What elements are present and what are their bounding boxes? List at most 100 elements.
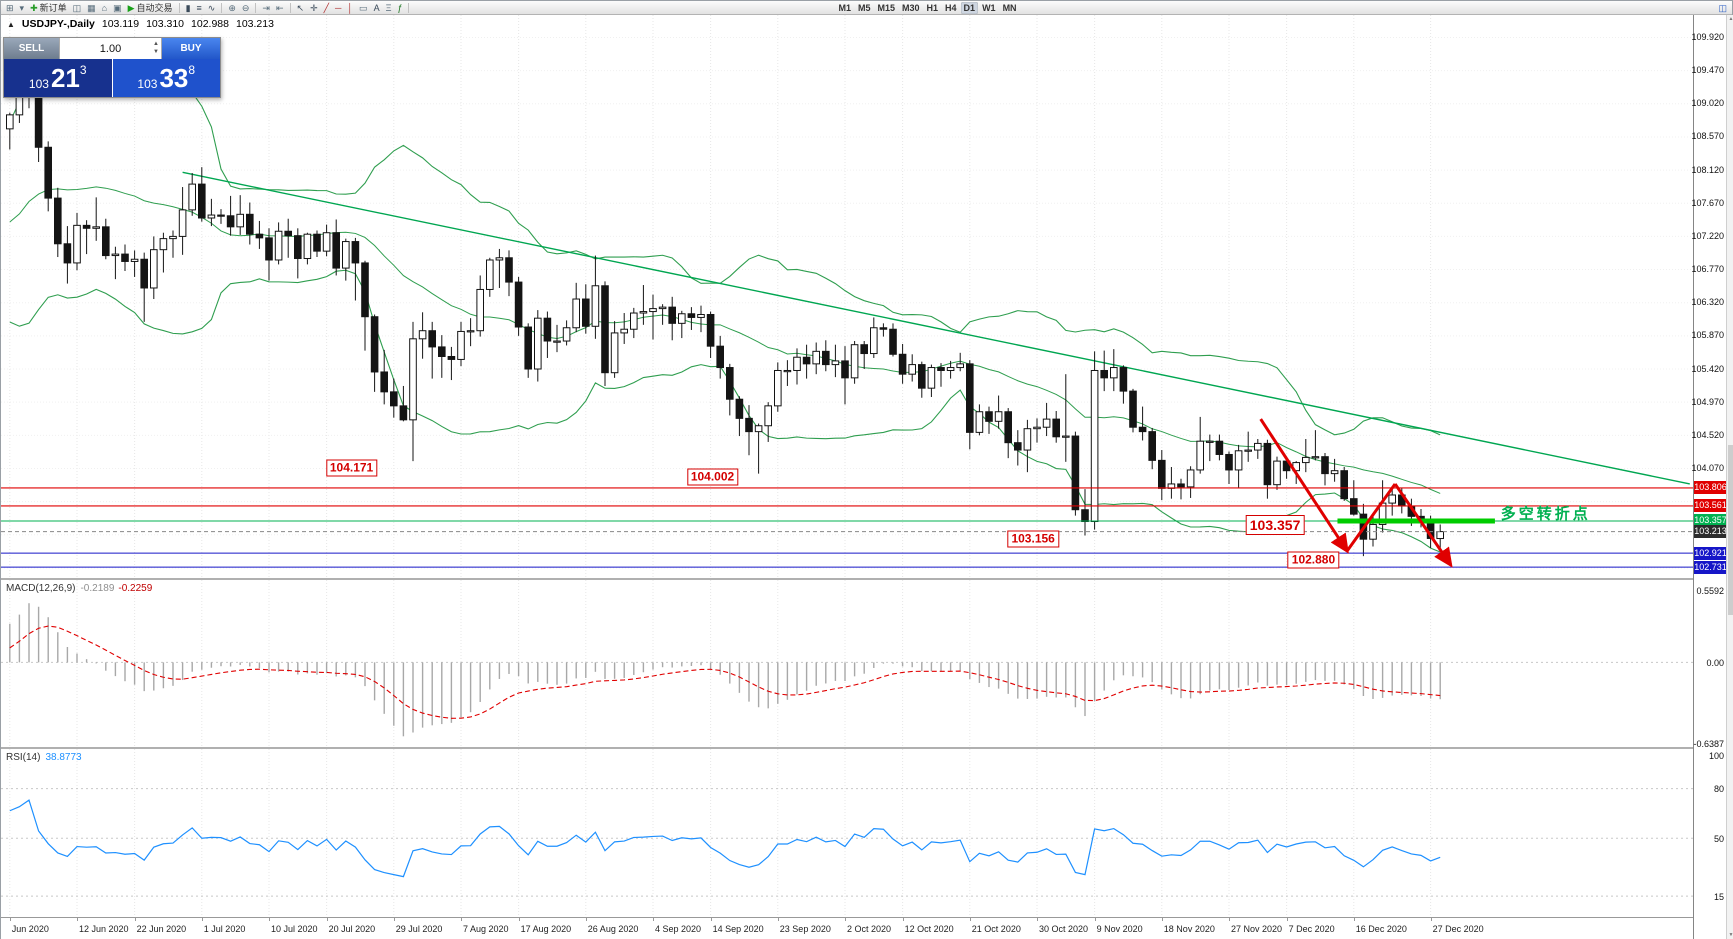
candle-body — [783, 369, 792, 373]
candle-body — [678, 313, 686, 324]
chart-shift-icon: ⇤ — [275, 2, 284, 13]
macd-header: MACD(12,26,9) -0.2189 -0.2259 — [6, 583, 152, 594]
candle-body — [1081, 509, 1089, 523]
autotrading-button[interactable]: ▶ 自动交易 — [126, 2, 175, 14]
timeframe-button-MN[interactable]: MN — [1002, 2, 1017, 13]
zoom-in-icon: ⊕ — [228, 2, 236, 13]
candle-body — [956, 363, 965, 369]
panel-separator[interactable] — [1, 578, 1726, 580]
zoom-out-icon: ⊖ — [241, 2, 250, 13]
candlestick-mode-icon[interactable]: ▮ — [184, 2, 193, 14]
zoom-out-icon[interactable]: ⊖ — [240, 2, 252, 14]
macd-value-main: -0.2189 — [80, 583, 115, 594]
auto-scroll-icon[interactable]: ⇥ — [260, 2, 272, 14]
trendline-tool-icon[interactable]: ╱ — [322, 2, 331, 14]
volume-input[interactable]: 1.00 ▲ ▼ — [59, 38, 162, 59]
candle-body — [390, 391, 398, 407]
terminal-icon[interactable]: ▣ — [111, 2, 124, 14]
timeframe-button-W1[interactable]: W1 — [982, 2, 996, 13]
timeframe-button-M1[interactable]: M1 — [838, 2, 851, 13]
candle-body — [1042, 418, 1051, 428]
data-window-icon: ▦ — [87, 2, 96, 13]
volume-stepper[interactable]: ▲ ▼ — [153, 40, 159, 56]
crosshair-icon[interactable]: ✛ — [308, 2, 320, 14]
vline-tool-icon[interactable]: │ — [345, 2, 355, 14]
scrollbar-up-icon[interactable]: ▲ — [1728, 16, 1733, 22]
stepper-up-icon[interactable]: ▲ — [153, 41, 159, 47]
vertical-scrollbar[interactable]: ▲ ▼ — [1726, 15, 1733, 939]
candle-body — [860, 344, 869, 355]
fibonacci-tool-icon[interactable]: Ξ — [384, 2, 394, 14]
navigator-icon: ⌂ — [101, 2, 108, 13]
buy-button[interactable]: BUY — [162, 38, 220, 59]
candle-body — [1119, 367, 1128, 392]
candle-body — [1311, 456, 1320, 459]
candle-body — [457, 330, 465, 360]
date-label: 29 Jul 2020 — [395, 924, 443, 934]
candle-body — [140, 258, 148, 289]
candle-body — [54, 197, 62, 245]
stepper-down-icon[interactable]: ▼ — [153, 49, 159, 55]
descending-trendline[interactable] — [182, 171, 1690, 485]
rsi-scale-label: 80 — [1713, 784, 1724, 795]
line-chart-mode-icon[interactable]: ∿ — [206, 2, 218, 14]
data-window-icon[interactable]: ▦ — [85, 2, 98, 14]
date-label: 23 Sep 2020 — [779, 924, 831, 934]
date-label: 10 Jul 2020 — [271, 924, 318, 934]
candle-body — [188, 183, 196, 211]
timeframe-button-D1[interactable]: D1 — [960, 1, 979, 14]
timeframe-button-H4[interactable]: H4 — [945, 2, 957, 13]
rectangle-tool-icon[interactable]: ▭ — [357, 2, 370, 14]
bar-chart-mode-icon[interactable]: ≡ — [195, 2, 204, 14]
candle-body — [946, 367, 955, 371]
price-scale-label: 104.520 — [1691, 429, 1724, 440]
trend-arrow-2[interactable] — [1345, 483, 1397, 552]
panel-separator[interactable] — [1, 747, 1726, 749]
scrollbar-down-icon[interactable]: ▼ — [1728, 932, 1733, 938]
candle-body — [322, 232, 331, 252]
timeframe-button-M5[interactable]: M5 — [857, 2, 871, 13]
one-click-trading-panel: SELL 1.00 ▲ ▼ BUY 103 21 3 103 33 8 — [3, 37, 221, 98]
trend-arrow-3[interactable] — [1393, 483, 1453, 568]
candle-body — [447, 355, 456, 360]
timeframe-group: M1 M5 M15 M30 H1 H4 D1 W1 MN — [835, 1, 1019, 14]
timeframe-button-M30[interactable]: M30 — [902, 2, 920, 13]
trend-arrow-1[interactable] — [1259, 418, 1349, 554]
date-tick — [518, 918, 520, 921]
oneclick-collapse-icon[interactable]: ▲ — [7, 19, 15, 29]
date-tick — [1430, 918, 1432, 921]
candle-body — [44, 146, 53, 199]
chart-shift-icon[interactable]: ⇤ — [274, 2, 286, 14]
chart-dropdown-icon[interactable]: ▾ — [18, 2, 27, 14]
cursor-icon[interactable]: ↖ — [295, 2, 307, 14]
candle-body — [524, 326, 533, 370]
candle-body — [1263, 442, 1272, 486]
candle-body — [351, 241, 360, 264]
tile-windows-icon[interactable]: ◫ — [1718, 2, 1727, 13]
timeframe-button-M15[interactable]: M15 — [877, 2, 895, 13]
scrollbar-thumb[interactable] — [1728, 445, 1733, 615]
price-badge-103.213: 103.213 — [1694, 525, 1727, 539]
new-chart-icon[interactable]: ⊞ — [4, 2, 16, 14]
line-chart-mode-icon: ∿ — [207, 2, 216, 13]
date-label: 4 Sep 2020 — [655, 924, 702, 934]
zoom-in-icon[interactable]: ⊕ — [226, 2, 238, 14]
sell-button[interactable]: SELL — [4, 38, 59, 59]
indicators-icon[interactable]: ƒ — [395, 2, 404, 14]
candle-body — [668, 306, 677, 324]
sell-price-button[interactable]: 103 21 3 — [4, 59, 112, 97]
rsi-panel — [1, 749, 1693, 917]
sell-price-prefix: 103 — [28, 77, 49, 91]
buy-price-button[interactable]: 103 33 8 — [111, 59, 220, 97]
text-tool-icon[interactable]: A — [372, 2, 382, 14]
hline-tool-icon[interactable]: ─ — [333, 2, 343, 14]
price-scale: 109.920 109.470 109.020 108.570 108.120 107.6… — [1691, 15, 1727, 939]
timeframe-button-H1[interactable]: H1 — [926, 2, 939, 13]
navigator-icon[interactable]: ⌂ — [100, 2, 109, 14]
candle-body — [1321, 456, 1329, 475]
macd-histogram — [9, 603, 1441, 737]
market-watch-icon[interactable]: ◫ — [71, 2, 84, 14]
date-tick — [845, 918, 846, 921]
new-order-button[interactable]: ✚ 新订单 — [28, 2, 69, 14]
